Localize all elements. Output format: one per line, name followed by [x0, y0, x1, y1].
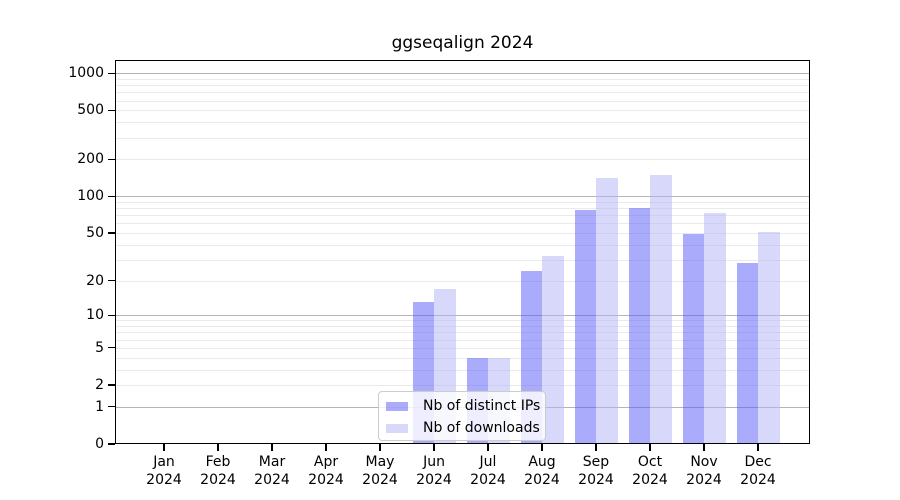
legend-swatch-distinct-ips [386, 401, 408, 411]
x-tick-mark [487, 444, 489, 451]
y-tick-mark [108, 384, 115, 386]
gridline-minor [116, 347, 809, 349]
y-tick-mark [108, 279, 115, 282]
x-tick-label-aug: Aug 2024 [524, 454, 560, 488]
y-tick-label: 0 [95, 436, 104, 452]
x-tick-mark [163, 444, 165, 451]
x-tick-mark [649, 444, 651, 451]
gridline-major [116, 73, 809, 75]
bar-downloads-dec [758, 231, 780, 444]
x-tick-label-jun: Jun 2024 [416, 454, 452, 488]
gridline-minor [116, 122, 809, 124]
y-tick-label: 2 [95, 377, 104, 393]
x-tick-label-dec: Dec 2024 [740, 454, 776, 488]
bar-distinct-ips-dec [736, 263, 758, 444]
x-tick-label-feb: Feb 2024 [200, 454, 236, 488]
gridline-minor [116, 100, 809, 102]
gridline-minor [116, 232, 809, 234]
x-tick-label-nov: Nov 2024 [686, 454, 722, 488]
bar-distinct-ips-sep [574, 209, 596, 444]
gridline-minor [116, 326, 809, 328]
x-tick-mark [757, 444, 759, 451]
gridline-major [116, 315, 809, 317]
y-tick-label: 10 [86, 307, 104, 324]
x-tick-label-sep: Sep 2024 [578, 454, 614, 488]
gridline-minor [116, 280, 809, 282]
y-tick-mark [108, 158, 115, 160]
gridline-minor [116, 137, 809, 139]
gridline-minor [116, 110, 809, 112]
gridline-minor [116, 369, 809, 371]
gridline-minor [116, 78, 809, 80]
gridline-major [116, 196, 809, 198]
y-tick-label: 500 [77, 102, 104, 119]
gridline-minor [116, 159, 809, 161]
gridline-minor [116, 320, 809, 322]
gridline-minor [116, 385, 809, 386]
legend-label-distinct-ips: Nb of distinct IPs [423, 398, 541, 414]
legend-swatch-downloads [386, 423, 408, 433]
legend-item-distinct-ips: Nb of distinct IPs [386, 395, 545, 417]
y-tick-mark [108, 347, 115, 349]
y-tick-mark [108, 232, 115, 234]
gridline-minor [116, 339, 809, 341]
x-tick-label-apr: Apr 2024 [308, 454, 344, 488]
bar-downloads-aug [542, 256, 564, 444]
gridline-minor [116, 259, 809, 261]
x-tick-label-may: May 2024 [362, 454, 398, 488]
y-tick-label: 100 [77, 188, 104, 205]
gridline-minor [116, 357, 809, 359]
y-tick-mark [108, 406, 115, 408]
y-tick-mark [108, 195, 115, 197]
x-tick-mark [595, 444, 597, 451]
y-tick-mark [108, 109, 115, 111]
x-tick-label-jan: Jan 2024 [146, 454, 182, 488]
bar-distinct-ips-oct [628, 207, 650, 444]
x-tick-mark [271, 444, 273, 451]
y-tick-label: 20 [86, 272, 104, 289]
gridline-minor [116, 92, 809, 94]
x-tick-label-jul: Jul 2024 [470, 454, 506, 488]
x-tick-label-mar: Mar 2024 [254, 454, 290, 488]
x-tick-label-oct: Oct 2024 [632, 454, 668, 488]
legend: Nb of distinct IPs Nb of downloads [378, 391, 546, 441]
gridline-minor [116, 201, 809, 203]
chart-title: ggseqalign 2024 [391, 33, 534, 53]
bar-downloads-oct [650, 175, 672, 444]
gridline-minor [116, 332, 809, 334]
y-tick-mark [108, 443, 115, 445]
y-tick-mark [108, 314, 115, 316]
y-tick-label: 200 [77, 151, 104, 168]
gridline-minor [116, 223, 809, 225]
gridline-minor [116, 85, 809, 87]
x-tick-mark [325, 444, 327, 451]
bar-distinct-ips-nov [682, 234, 704, 444]
gridline-minor [116, 208, 809, 210]
x-tick-mark [379, 444, 381, 451]
x-tick-mark [703, 444, 705, 451]
legend-label-downloads: Nb of downloads [423, 420, 540, 436]
y-tick-label: 50 [86, 224, 104, 241]
y-tick-label: 5 [95, 339, 104, 356]
bar-downloads-nov [704, 213, 726, 444]
legend-item-downloads: Nb of downloads [386, 417, 545, 439]
gridline-minor [116, 244, 809, 246]
bar-downloads-sep [596, 178, 618, 444]
y-tick-label: 1 [95, 398, 104, 415]
gridline-minor [116, 215, 809, 217]
y-tick-label: 1000 [68, 65, 104, 82]
x-tick-mark [541, 444, 543, 451]
x-tick-mark [433, 444, 435, 451]
x-tick-mark [217, 444, 219, 451]
y-tick-mark [108, 72, 115, 74]
